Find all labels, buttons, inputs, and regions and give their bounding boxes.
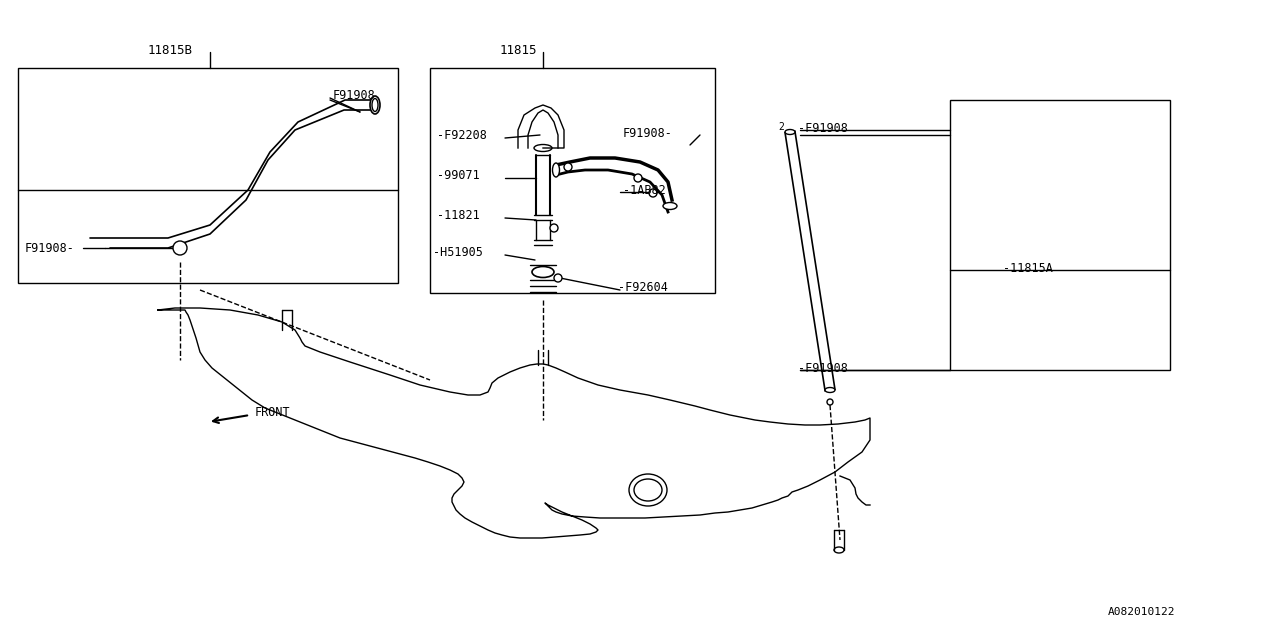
Text: F91908-: F91908- (26, 241, 74, 255)
Text: -F92208: -F92208 (436, 129, 486, 141)
Ellipse shape (532, 266, 554, 278)
Text: -F92604: -F92604 (618, 280, 668, 294)
Ellipse shape (663, 202, 677, 209)
Ellipse shape (827, 399, 833, 405)
Ellipse shape (550, 224, 558, 232)
Ellipse shape (173, 241, 187, 255)
Ellipse shape (634, 174, 643, 182)
Ellipse shape (553, 163, 559, 177)
Text: -1AB82: -1AB82 (623, 184, 666, 196)
Ellipse shape (826, 387, 835, 392)
Ellipse shape (370, 96, 380, 114)
Text: -H51905: -H51905 (433, 246, 483, 259)
Text: -F91908: -F91908 (797, 122, 847, 134)
Ellipse shape (554, 274, 562, 282)
Text: F91908: F91908 (333, 88, 376, 102)
Ellipse shape (564, 163, 572, 171)
Bar (18, 68, 398, 283)
Ellipse shape (785, 129, 795, 134)
Ellipse shape (835, 547, 844, 553)
Text: A082010122: A082010122 (1108, 607, 1175, 617)
Text: -F91908: -F91908 (797, 362, 847, 374)
Text: -11815A: -11815A (1004, 262, 1053, 275)
Text: -99071: -99071 (436, 168, 480, 182)
Text: 2: 2 (778, 122, 783, 132)
Ellipse shape (534, 145, 552, 152)
Ellipse shape (649, 189, 657, 197)
Ellipse shape (628, 474, 667, 506)
Text: 11815: 11815 (500, 44, 538, 56)
Ellipse shape (634, 479, 662, 501)
Text: F91908-: F91908- (623, 127, 673, 140)
Bar (950, 100, 1170, 370)
Text: FRONT: FRONT (255, 406, 291, 419)
Bar (430, 68, 716, 293)
Text: -11821: -11821 (436, 209, 480, 221)
Text: 11815B: 11815B (148, 44, 193, 56)
